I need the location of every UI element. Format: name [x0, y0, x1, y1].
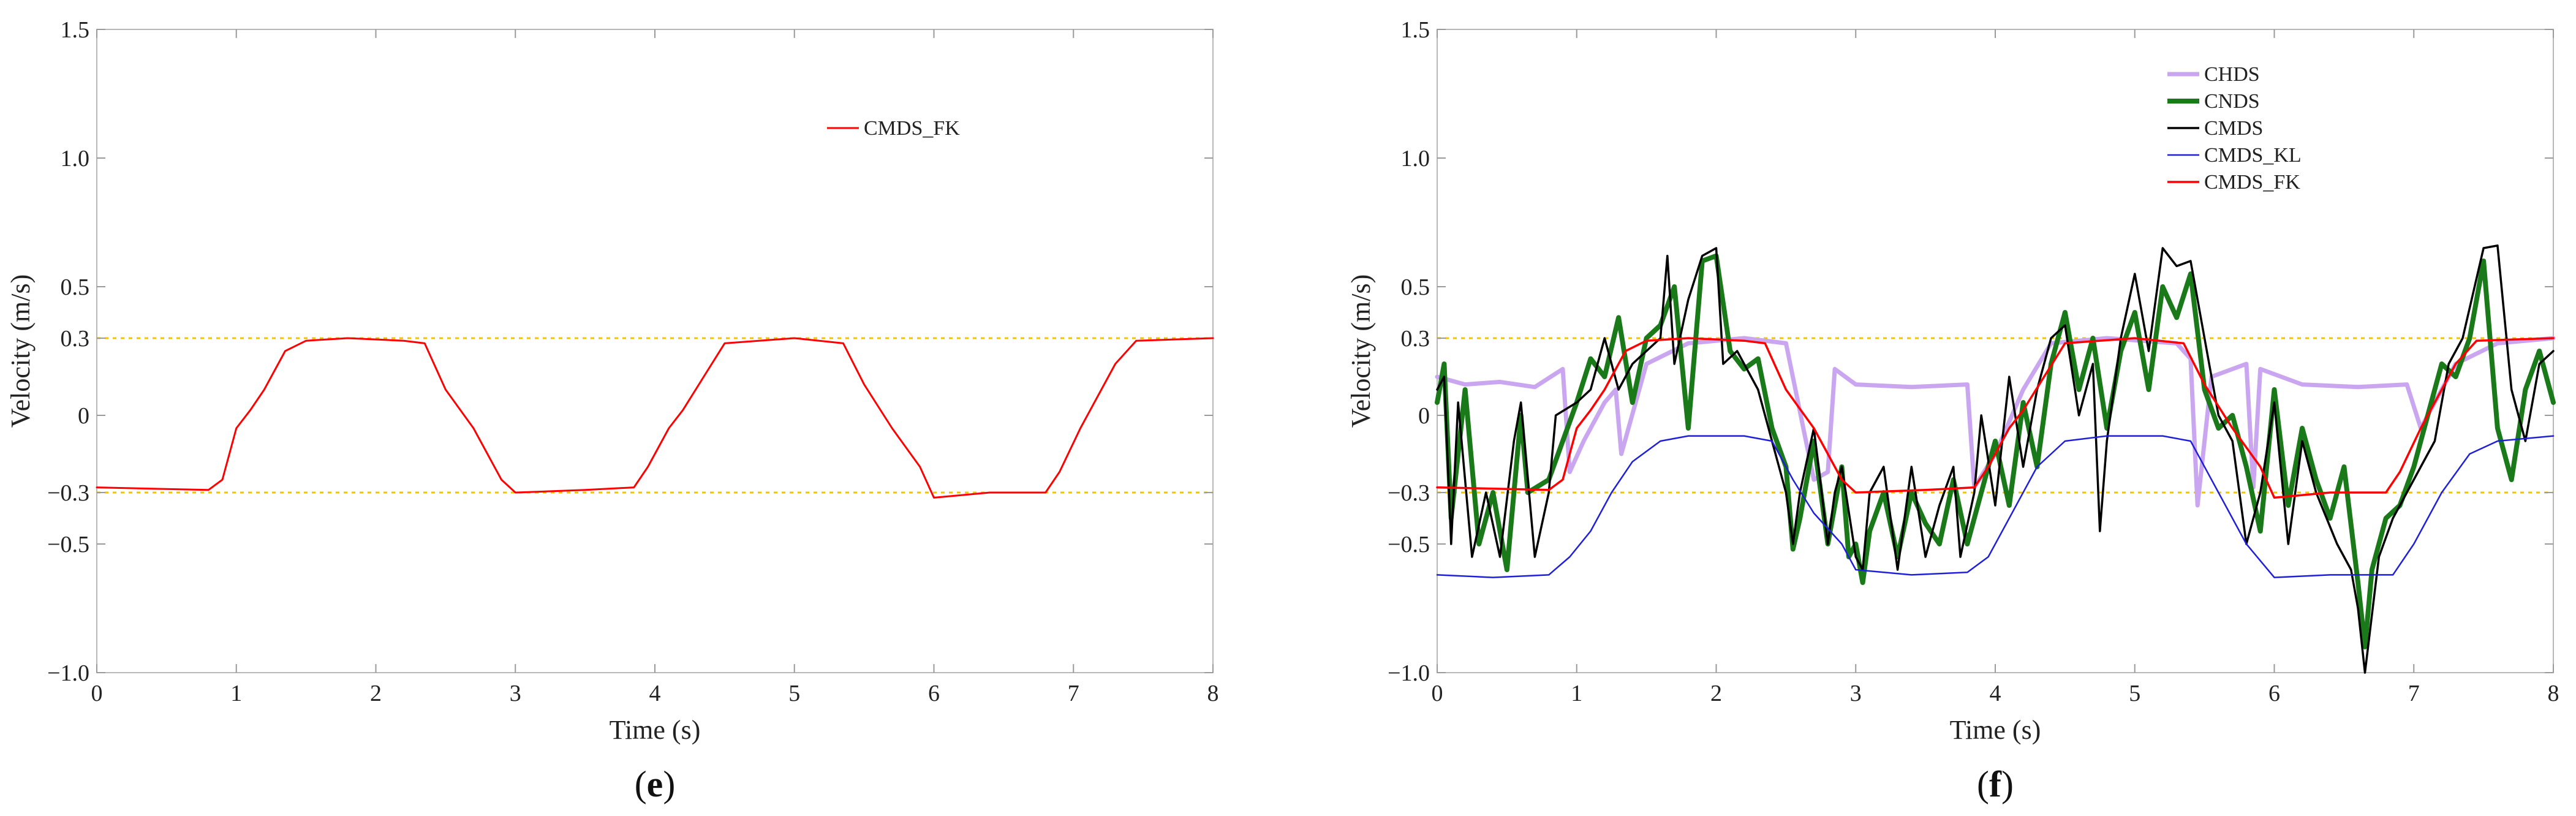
y-tick-label: −0.3	[47, 480, 89, 506]
x-tick-label: 5	[788, 681, 800, 706]
legend-label: CHDS	[2204, 63, 2260, 86]
y-tick-label: 0.5	[61, 274, 90, 300]
legend-label: CMDS_FK	[2204, 171, 2300, 194]
x-tick-label: 8	[1207, 681, 1219, 706]
series-line-chds	[1435, 336, 2556, 508]
y-tick-label: 1.0	[1401, 146, 1430, 172]
panel-label: (f)	[1977, 764, 2014, 804]
y-tick-label: −0.5	[47, 532, 89, 557]
panel-label: (e)	[635, 764, 676, 804]
y-tick-label: −1.0	[47, 660, 89, 686]
y-tick-label: 0.3	[61, 326, 90, 352]
x-tick-label: 3	[510, 681, 521, 706]
y-tick-label: 1.0	[61, 146, 90, 172]
legend-label: CMDS	[2204, 117, 2263, 140]
x-tick-label: 6	[928, 681, 940, 706]
x-tick-label: 0	[1432, 681, 1443, 706]
x-axis-title: Time (s)	[610, 715, 701, 745]
y-tick-label: −0.5	[1388, 532, 1430, 557]
legend-label: CMDS_KL	[2204, 144, 2302, 167]
x-tick-label: 0	[91, 681, 103, 706]
y-tick-label: 0	[78, 403, 89, 429]
x-tick-label: 2	[370, 681, 382, 706]
legend-label: CNDS	[2204, 90, 2260, 113]
y-axis-title: Velocity (m/s)	[6, 274, 36, 428]
legend-label: CMDS_FK	[864, 117, 960, 140]
plot-area-frame	[96, 29, 1214, 673]
chart-panel-e: 0 1 2 3 4 5 6 7 8 −1.0 −0.5 −0.3 0 0.3 0.5 1.0 1.5 Time (…	[6, 17, 1219, 804]
series-line-cmds-fk	[96, 337, 1214, 499]
x-tick-label: 4	[649, 681, 661, 706]
x-tick-label: 7	[1068, 681, 1079, 706]
y-tick-label: 0.5	[1401, 274, 1430, 300]
x-axis-title: Time (s)	[1950, 715, 2041, 745]
y-tick-label: 0.3	[1401, 326, 1430, 352]
x-tick-label: 7	[2408, 681, 2420, 706]
series-line-cmds-fk	[1436, 337, 2555, 499]
series-line-cnds	[1435, 253, 2556, 649]
x-tick-label: 8	[2548, 681, 2559, 706]
x-tick-label: 4	[1990, 681, 2001, 706]
y-tick-label: 1.5	[61, 17, 90, 43]
x-tick-label: 5	[2129, 681, 2140, 706]
series-line-cmds-kl	[1436, 435, 2555, 578]
x-tick-label: 6	[2268, 681, 2280, 706]
series-line-cmds	[1436, 244, 2555, 674]
chart-panel-f: 0 1 2 3 4 5 6 7 8 −1.0 −0.5 −0.3 0 0.3 0.5 1.0 1.5 Time (…	[1346, 17, 2559, 804]
x-tick-label: 2	[1710, 681, 1722, 706]
y-tick-label: 0	[1418, 403, 1430, 429]
y-tick-label: −1.0	[1388, 660, 1430, 686]
x-tick-label: 3	[1850, 681, 1862, 706]
plot-area-frame	[1437, 29, 2554, 673]
y-tick-label: −0.3	[1388, 480, 1430, 506]
x-tick-label: 1	[230, 681, 242, 706]
x-tick-label: 1	[1571, 681, 1582, 706]
y-axis-title: Velocity (m/s)	[1346, 274, 1376, 428]
y-tick-label: 1.5	[1401, 17, 1430, 43]
